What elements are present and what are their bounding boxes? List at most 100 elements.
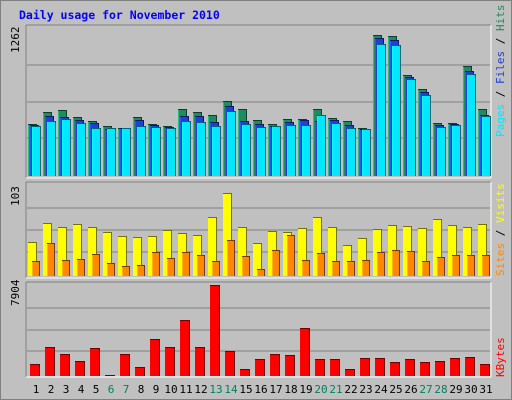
x-tick-day-16: 16	[254, 383, 267, 396]
bar-sites-day-2	[47, 243, 55, 276]
legend-sep-3: /	[494, 223, 507, 243]
bar-sites-day-15	[242, 256, 250, 276]
bar-pages-day-31	[482, 116, 491, 176]
bar-pages-day-8	[137, 126, 146, 176]
bar-sites-day-18	[287, 235, 295, 276]
bar-visits-day-7	[118, 236, 127, 276]
bar-kbytes-day-20	[315, 359, 325, 376]
x-tick-day-19: 19	[299, 383, 312, 396]
bar-kbytes-day-1	[30, 364, 40, 376]
bar-kbytes-day-2	[45, 347, 55, 376]
bar-kbytes-day-15	[240, 369, 250, 376]
max-label-top: 1262	[9, 27, 22, 54]
bar-pages-day-23	[362, 129, 371, 176]
bar-visits-day-21	[328, 227, 337, 276]
bar-kbytes-day-10	[165, 347, 175, 376]
x-tick-day-18: 18	[284, 383, 297, 396]
bar-sites-day-13	[212, 261, 220, 276]
bar-pages-day-26	[407, 79, 416, 176]
x-tick-day-11: 11	[179, 383, 192, 396]
max-label-mid: 103	[9, 186, 22, 206]
bar-kbytes-day-4	[75, 361, 85, 376]
legend-sep-2: /	[494, 31, 507, 51]
bar-sites-day-4	[77, 259, 85, 276]
bar-visits-day-27	[418, 228, 427, 276]
x-tick-day-5: 5	[93, 383, 100, 396]
bar-pages-day-27	[422, 95, 431, 176]
bar-kbytes-day-23	[360, 358, 370, 376]
bar-sites-day-9	[152, 252, 160, 276]
bar-visits-day-8	[133, 237, 142, 276]
x-tick-day-12: 12	[194, 383, 207, 396]
bar-visits-day-6	[103, 232, 112, 276]
bar-sites-day-6	[107, 263, 115, 276]
bar-pages-day-12	[197, 122, 206, 176]
bar-visits-day-16	[253, 243, 262, 276]
bar-sites-day-20	[317, 253, 325, 276]
x-tick-day-31: 31	[479, 383, 492, 396]
legend-pages: Pages	[494, 104, 507, 137]
bar-kbytes-day-18	[285, 355, 295, 376]
bar-pages-day-1	[32, 126, 41, 176]
legend-hits: Hits	[494, 5, 507, 32]
legend-visits: Visits	[494, 183, 507, 223]
bar-sites-day-26	[407, 251, 415, 276]
bar-kbytes-day-16	[255, 359, 265, 376]
bar-kbytes-day-21	[330, 359, 340, 376]
x-tick-day-22: 22	[344, 383, 357, 396]
bar-pages-day-30	[467, 74, 476, 176]
bar-pages-day-9	[152, 127, 161, 176]
bar-pages-day-4	[77, 123, 86, 176]
bar-kbytes-day-13	[210, 285, 220, 376]
x-tick-day-9: 9	[153, 383, 160, 396]
x-tick-day-30: 30	[464, 383, 477, 396]
x-tick-day-23: 23	[359, 383, 372, 396]
bar-sites-day-7	[122, 266, 130, 276]
bar-pages-day-24	[377, 44, 386, 176]
bar-visits-day-13	[208, 217, 217, 276]
bar-visits-day-22	[343, 245, 352, 276]
bar-sites-day-3	[62, 260, 70, 276]
bar-kbytes-day-24	[375, 358, 385, 376]
bar-sites-day-24	[377, 252, 385, 276]
bar-kbytes-day-30	[465, 357, 475, 376]
bar-sites-day-11	[182, 252, 190, 276]
x-tick-day-21: 21	[329, 383, 342, 396]
bar-sites-day-31	[482, 255, 490, 276]
x-tick-day-6: 6	[108, 383, 115, 396]
bar-pages-day-18	[287, 125, 296, 176]
bar-sites-day-17	[272, 250, 280, 276]
x-tick-day-7: 7	[123, 383, 130, 396]
bar-sites-day-27	[422, 261, 430, 276]
bar-pages-day-20	[317, 115, 326, 176]
x-tick-day-28: 28	[434, 383, 447, 396]
bar-visits-day-10	[163, 230, 172, 276]
bar-kbytes-day-29	[450, 358, 460, 376]
bar-sites-day-12	[197, 255, 205, 276]
x-tick-day-14: 14	[224, 383, 238, 396]
x-tick-day-1: 1	[33, 383, 40, 396]
x-tick-day-17: 17	[269, 383, 282, 396]
x-tick-day-3: 3	[63, 383, 70, 396]
bar-sites-day-1	[32, 261, 40, 276]
x-tick-day-24: 24	[374, 383, 388, 396]
x-tick-day-27: 27	[419, 383, 432, 396]
bar-visits-day-19	[298, 228, 307, 276]
bar-pages-day-29	[452, 125, 461, 176]
bar-visits-day-1	[28, 242, 37, 276]
bar-kbytes-day-14	[225, 351, 235, 376]
bar-kbytes-day-17	[270, 354, 280, 376]
bar-sites-day-25	[392, 250, 400, 276]
bar-sites-day-14	[227, 240, 235, 276]
x-tick-day-10: 10	[164, 383, 177, 396]
bar-pages-day-28	[437, 127, 446, 176]
bar-kbytes-day-12	[195, 347, 205, 376]
bar-pages-day-21	[332, 123, 341, 176]
bar-pages-day-22	[347, 128, 356, 176]
bar-visits-day-23	[358, 238, 367, 276]
legend-sep-1: /	[494, 84, 507, 104]
bar-kbytes-day-8	[135, 367, 145, 376]
bar-kbytes-day-7	[120, 354, 130, 376]
bar-pages-day-5	[92, 128, 101, 176]
